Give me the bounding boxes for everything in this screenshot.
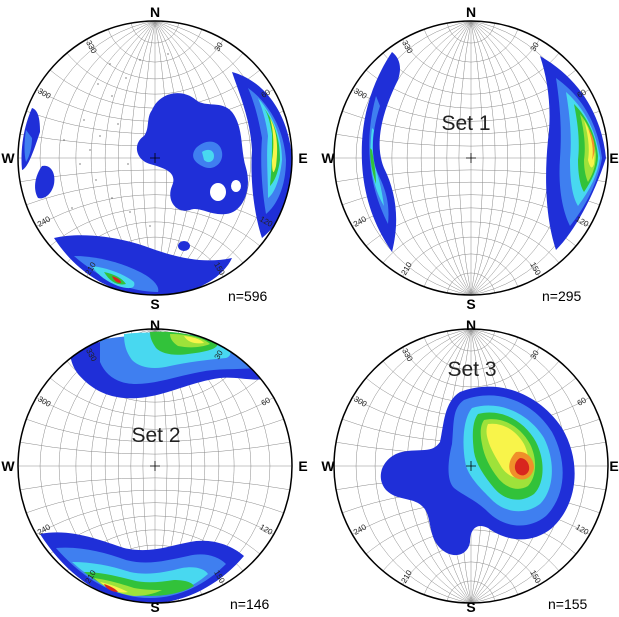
set-title: Set 1: [441, 112, 490, 135]
direction-south-label: S: [150, 296, 159, 312]
center-cross: [150, 153, 160, 163]
azimuth-tick-label: 30: [529, 348, 542, 361]
azimuth-tick-label: 150: [528, 569, 543, 586]
direction-west-label: W: [321, 458, 335, 474]
azimuth-tick-label: 60: [260, 395, 273, 408]
azimuth-tick-label: 120: [574, 522, 591, 537]
sample-count-label: n=295: [542, 288, 582, 304]
azimuth-tick-label: 240: [352, 522, 369, 537]
density-contours: [21, 53, 292, 295]
direction-east-label: E: [609, 458, 618, 474]
azimuth-tick-label: 300: [36, 394, 53, 409]
azimuth-tick-label: 240: [352, 214, 369, 229]
azimuth-tick-label: 210: [399, 260, 414, 277]
azimuth-tick-label: 210: [399, 568, 414, 585]
direction-north-label: N: [150, 4, 160, 20]
direction-east-label: E: [298, 150, 307, 166]
azimuth-tick-label: 300: [352, 394, 369, 409]
direction-west-label: W: [1, 150, 15, 166]
density-contours: [380, 386, 575, 556]
direction-north-label: N: [466, 4, 476, 20]
sample-count-label: n=596: [228, 288, 268, 304]
direction-south-label: S: [150, 599, 159, 615]
direction-north-label: N: [466, 317, 476, 333]
azimuth-tick-label: 30: [529, 40, 542, 53]
azimuth-tick-label: 120: [258, 522, 275, 537]
direction-south-label: S: [466, 599, 475, 615]
set-title: Set 3: [447, 358, 496, 381]
center-cross: [466, 153, 476, 163]
stereonet-panel-set-1: N E S W n=295 Set 1 30601201502102403003…: [321, 4, 618, 312]
azimuth-tick-label: 300: [352, 86, 369, 101]
sample-count-label: n=155: [548, 596, 588, 612]
azimuth-tick-label: 60: [576, 395, 589, 408]
direction-west-label: W: [1, 458, 15, 474]
azimuth-tick-label: 300: [36, 86, 53, 101]
center-cross: [466, 461, 476, 471]
direction-east-label: E: [609, 150, 618, 166]
azimuth-tick-label: 150: [528, 261, 543, 278]
azimuth-tick-label: 240: [36, 214, 53, 229]
direction-east-label: E: [298, 458, 307, 474]
azimuth-tick-label: 120: [574, 214, 591, 229]
direction-south-label: S: [466, 296, 475, 312]
direction-north-label: N: [150, 317, 160, 333]
stereonet-panel-set-2: N E S W n=146 Set 2 30601201502102403003…: [1, 317, 307, 615]
direction-west-label: W: [321, 150, 335, 166]
density-contours: [361, 52, 606, 252]
stereonet-panel-set-3: N E S W n=155 Set 3 30601201502102403003…: [321, 317, 618, 615]
azimuth-tick-label: 30: [213, 40, 226, 53]
density-contours: [40, 331, 276, 603]
sample-count-label: n=146: [230, 596, 270, 612]
set-title: Set 2: [131, 424, 180, 447]
center-cross: [150, 461, 160, 471]
